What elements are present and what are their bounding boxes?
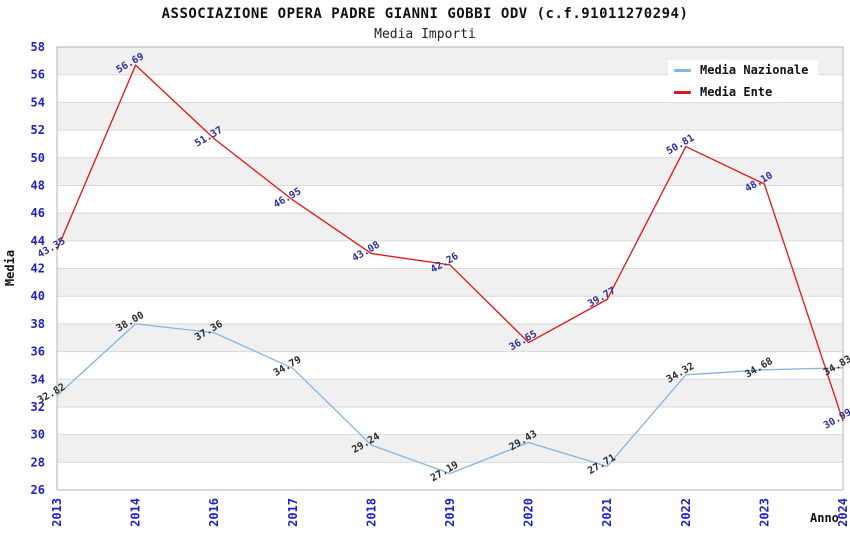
y-tick-label: 34 [31, 372, 45, 386]
plot-band [57, 379, 843, 407]
x-axis-title: Anno [810, 511, 839, 525]
x-tick-label: 2017 [286, 498, 300, 527]
y-tick-label: 36 [31, 345, 45, 359]
y-tick-label: 50 [31, 151, 45, 165]
legend-swatch-ente-icon [674, 90, 691, 94]
legend-item-media-nazionale: Media Nazionale [668, 60, 819, 80]
plot-band [57, 296, 843, 324]
y-axis-title: Media [3, 249, 17, 287]
chart-title: ASSOCIAZIONE OPERA PADRE GIANNI GOBBI OD… [161, 6, 689, 22]
x-tick-label: 2023 [757, 498, 771, 527]
chart-subtitle: Media Importi [374, 27, 476, 42]
legend-label-ente: Media Ente [700, 85, 773, 99]
legend-item-media-ente: Media Ente [668, 82, 783, 102]
legend-swatch-nazionale-icon [674, 68, 691, 72]
y-tick-label: 40 [31, 289, 45, 303]
plot-band [57, 462, 843, 490]
y-tick-label: 38 [31, 317, 45, 331]
legend-label-nazionale: Media Nazionale [700, 63, 809, 77]
y-tick-label: 32 [31, 400, 45, 414]
x-tick-label: 2021 [600, 498, 614, 527]
series-line-media-nazionale [56, 323, 844, 475]
plot-band [57, 323, 843, 352]
x-tick-label: 2022 [679, 498, 693, 527]
plot-band [57, 102, 843, 131]
y-tick-label: 52 [31, 123, 45, 137]
plot-frame [56, 46, 844, 491]
plot-band [57, 185, 843, 214]
y-tick-label: 46 [31, 206, 45, 220]
y-tick-label: 58 [31, 40, 45, 54]
y-tick-label: 56 [31, 68, 45, 82]
plot-band [57, 213, 843, 241]
x-tick-label: 2018 [364, 498, 378, 527]
y-tick-label: 28 [31, 455, 45, 469]
plot-band [57, 351, 843, 380]
plot-band [57, 157, 843, 186]
x-tick-label: 2013 [50, 498, 64, 527]
x-tick-label: 2014 [129, 498, 143, 527]
x-tick-label: 2019 [443, 498, 457, 527]
series-line-media-ente [56, 64, 844, 422]
plot-band [57, 406, 843, 435]
y-tick-label: 30 [31, 428, 45, 442]
y-tick-label: 26 [31, 483, 45, 497]
plot-band [57, 268, 843, 297]
plot-band [57, 434, 843, 463]
y-tick-label: 44 [31, 234, 45, 248]
plot-band [57, 130, 843, 158]
y-tick-label: 42 [31, 262, 45, 276]
plot-band [57, 240, 843, 269]
y-tick-label: 54 [31, 95, 45, 109]
y-tick-label: 48 [31, 178, 45, 192]
x-tick-label: 2016 [207, 498, 221, 527]
legend: Media Nazionale Media Ente [668, 60, 819, 102]
x-tick-label: 2020 [522, 498, 536, 527]
x-tick-label: 2024 [836, 498, 850, 527]
